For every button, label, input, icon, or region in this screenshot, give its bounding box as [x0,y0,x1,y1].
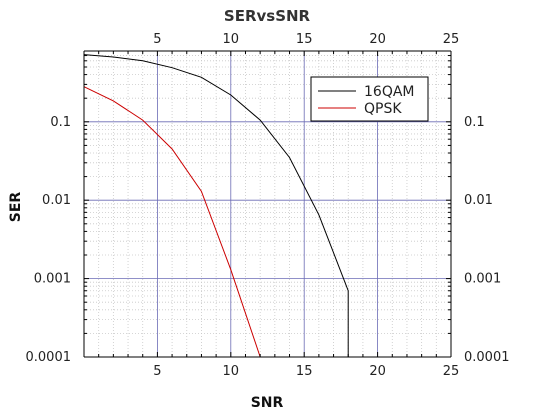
legend: 16QAM QPSK [310,76,429,122]
series-layer [83,54,349,358]
series-line-qpsk [83,86,261,358]
y-tick-label: 0.001 [34,272,71,287]
x-tick-label-top: 25 [443,32,460,47]
legend-label-16qam: 16QAM [364,84,415,100]
axes-layer [83,50,452,358]
x-tick-label-top: 20 [369,32,386,47]
legend-label-qpsk: QPSK [364,101,402,117]
legend-box [310,76,429,122]
y-tick-label: 0.0001 [26,350,72,365]
minor-grid [84,51,451,357]
ticks-layer: 5 5 10 10 15 15 20 20 25 25 0.0001 0.0001 0.001 0.001… [26,32,510,379]
series-line-16qam [83,54,349,357]
x-tick-label: 5 [153,364,161,379]
x-tick-label: 15 [296,364,313,379]
x-tick-label: 20 [369,364,386,379]
y-tick-label-right: 0.1 [464,115,485,130]
x-tick-label: 25 [443,364,460,379]
x-tick-label-top: 15 [296,32,313,47]
x-tick-label-top: 5 [153,32,161,47]
y-tick-label: 0.01 [42,193,71,208]
chart-title: SERvsSNR [224,7,311,25]
y-axis-label: SER [8,192,24,223]
x-axis-label: SNR [251,395,284,411]
x-tick-label-top: 10 [223,32,240,47]
y-tick-label-right: 0.01 [464,193,493,208]
y-tick-label-right: 0.001 [464,272,501,287]
y-tick-label: 0.1 [50,115,71,130]
x-tick-label: 10 [223,364,240,379]
y-tick-label-right: 0.0001 [464,350,510,365]
